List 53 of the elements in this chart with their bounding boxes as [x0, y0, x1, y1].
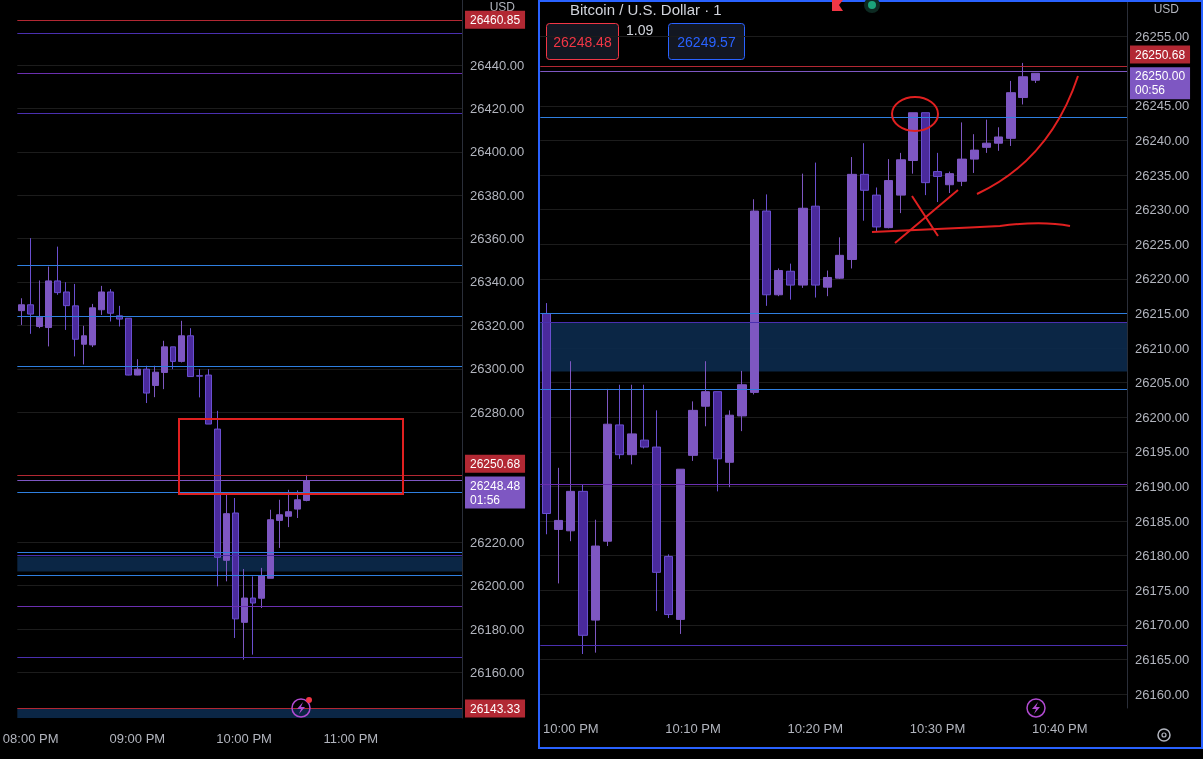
text: USD: [1153, 2, 1180, 16]
x-tick-label: 10:20 PM: [787, 721, 844, 736]
chart-title: Bitcoin / U.S. Dollar · 1: [570, 1, 722, 18]
y-tick-label: 26175.00: [1135, 582, 1190, 598]
y-tick-label: 26160.00: [1135, 686, 1190, 702]
y-tick-label: 26165.00: [1135, 652, 1190, 668]
x-tick-label: 10:00 PM: [542, 721, 599, 736]
y-tick-label: 26210.00: [1135, 340, 1190, 356]
y-tick-label: 26240.00: [1135, 132, 1190, 148]
y-tick-label: 26215.00: [1135, 305, 1190, 321]
ref-line-label: 26460.85: [470, 12, 521, 27]
y-tick-label: 26160.00: [470, 664, 525, 680]
annotation: 1.09: [626, 22, 654, 38]
y-tick-label: 26440.00: [470, 57, 525, 73]
x-tick-label: 10:00 PM: [216, 731, 272, 746]
y-tick-label: 26320.00: [470, 317, 525, 333]
y-tick-label: 26205.00: [1135, 375, 1190, 391]
y-tick-label: 26340.00: [470, 274, 525, 290]
x-tick-label: 08:00 PM: [2, 731, 59, 746]
y-tick-label: 26220.00: [1135, 271, 1190, 287]
y-tick-label: 26225.00: [1135, 236, 1190, 252]
text: USD: [489, 0, 516, 14]
y-tick-label: 26195.00: [1135, 444, 1190, 460]
ref-line-label: 26250.68: [1135, 47, 1186, 62]
ref-line-label: 26250.68: [470, 456, 521, 471]
y-tick-label: 26180.00: [1135, 548, 1190, 564]
y-tick-label: 26220.00: [470, 534, 525, 550]
x-tick-label: 10:10 PM: [665, 721, 721, 736]
y-tick-label: 26255.00: [1135, 29, 1190, 45]
y-tick-label: 26170.00: [1135, 617, 1190, 633]
y-tick-label: 26180.00: [470, 621, 525, 637]
y-tick-label: 26200.00: [470, 578, 525, 594]
y-tick-label: 26280.00: [470, 404, 525, 420]
ref-line-label: 26143.33: [470, 701, 521, 716]
y-tick-label: 26300.00: [470, 361, 525, 377]
y-tick-label: 26200.00: [1135, 409, 1190, 425]
x-tick-label: 10:30 PM: [909, 721, 966, 736]
y-tick-label: 26400.00: [470, 144, 525, 160]
y-tick-label: 26235.00: [1135, 167, 1190, 183]
x-tick-label: 10:40 PM: [1031, 721, 1088, 736]
y-tick-label: 26360.00: [470, 231, 525, 247]
y-tick-label: 26245.00: [1135, 98, 1190, 114]
annotation: 26248.48: [553, 33, 612, 50]
y-tick-label: 26420.00: [470, 100, 525, 116]
y-tick-label: 26185.00: [1135, 513, 1190, 529]
ref-line-label: 26248.48 01:56: [470, 478, 521, 507]
x-tick-label: 11:00 PM: [323, 731, 379, 746]
y-tick-label: 26190.00: [1135, 479, 1190, 495]
annotation: 26249.57: [677, 33, 736, 50]
y-tick-label: 26230.00: [1135, 202, 1190, 218]
x-tick-label: 09:00 PM: [109, 731, 166, 746]
y-tick-label: 26380.00: [470, 187, 525, 203]
ref-line-label: 26250.00 00:56: [1135, 69, 1186, 98]
